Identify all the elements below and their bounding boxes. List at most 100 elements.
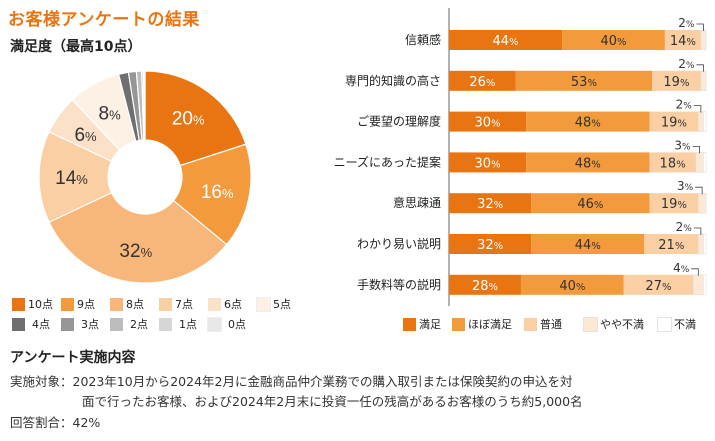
- bar-value-label-small: 4%: [673, 261, 690, 275]
- bar-value-label: 32%: [477, 238, 503, 253]
- legend-item-9点: 9点: [61, 296, 95, 312]
- legend-label: 8点: [126, 298, 144, 311]
- legend-item-6点: 6点: [208, 296, 242, 312]
- legend-swatch: [207, 316, 222, 332]
- bar-legend-item-不満: 不満: [657, 316, 696, 332]
- bar-segment-ほぼ満足: [526, 152, 650, 173]
- bar-value-label: 27%: [645, 279, 671, 294]
- legend-swatch: [61, 297, 74, 311]
- legend-swatch: [12, 317, 25, 331]
- legend-label: 9点: [77, 298, 95, 311]
- survey-target-line2: 面で行ったお客様、および2024年2月末に投資一任の残高があるお客様のうち約5,…: [82, 394, 583, 409]
- survey-info-title: アンケート実施内容: [10, 350, 136, 366]
- legend-item-1点: 1点: [159, 316, 197, 332]
- bar-category-label: ニーズにあった提案: [334, 154, 441, 169]
- page-title: お客様アンケートの結果: [8, 10, 200, 30]
- bar-segment-満足: [449, 70, 516, 91]
- legend-swatch: [256, 296, 271, 312]
- bar-leader-line: [696, 23, 704, 31]
- legend-swatch: [12, 297, 25, 311]
- legend-item-7点: 7点: [159, 296, 193, 312]
- bar-segment-不満: [703, 274, 707, 296]
- bar-segment-ほぼ満足: [520, 274, 624, 295]
- legend-label: やや不満: [600, 318, 644, 331]
- bar-category-label: 専門的知識の高さ: [345, 73, 441, 88]
- bar-leader-line: [693, 227, 702, 235]
- legend-item-3点: 3点: [61, 316, 99, 332]
- legend-label: 満足: [419, 318, 441, 331]
- legend-swatch: [583, 316, 598, 332]
- donut-slice-8点: [48, 191, 228, 284]
- bar-segment-やや不満: [692, 274, 704, 296]
- bar-leader-line: [695, 186, 703, 195]
- bar-category-label: 手数料等の説明: [357, 277, 441, 292]
- legend-item-10点: 10点: [12, 296, 53, 312]
- bar-value-label-small: 2%: [676, 98, 693, 112]
- legend-swatch: [159, 317, 172, 331]
- bar-value-label: 53%: [571, 75, 597, 90]
- legend-swatch: [208, 297, 221, 311]
- bar-value-label: 14%: [670, 34, 696, 49]
- bar-value-label-small: 3%: [677, 179, 694, 193]
- bar-segment-満足: [449, 234, 532, 254]
- legend-label: 4点: [32, 318, 50, 331]
- bar-value-label: 19%: [663, 75, 689, 90]
- bar-value-label: 21%: [658, 238, 684, 253]
- bar-value-label: 28%: [472, 279, 498, 294]
- bar-segment-満足: [449, 111, 527, 132]
- bar-legend-item-満足: 満足: [403, 316, 441, 332]
- bar-value-label: 30%: [475, 116, 501, 131]
- legend-item-0点: 0点: [207, 316, 246, 332]
- bar-value-label: 46%: [577, 197, 603, 212]
- legend-label: 6点: [224, 298, 242, 311]
- donut-value-label: 16%: [201, 182, 234, 203]
- donut-value-label: 6%: [74, 125, 97, 146]
- legend-item-5点: 5点: [256, 296, 291, 312]
- bar-legend-item-普通: 普通: [524, 316, 562, 332]
- bar-segment-不満: [703, 233, 707, 255]
- bar-segment-満足: [449, 30, 563, 50]
- bar-segment-普通: [649, 193, 699, 214]
- donut-value-label: 8%: [99, 104, 122, 125]
- bar-value-label: 26%: [469, 75, 495, 90]
- bar-segment-やや不満: [697, 192, 707, 214]
- legend-swatch: [403, 317, 416, 331]
- donut-slice-9点: [172, 143, 252, 246]
- bar-category-label: わかり易い説明: [357, 236, 441, 251]
- bar-leader-line: [696, 64, 704, 72]
- bar-segment-普通: [623, 274, 694, 295]
- legend-item-4点: 4点: [12, 316, 50, 332]
- legend-swatch: [110, 317, 123, 331]
- bar-legend-item-やや不満: やや不満: [583, 316, 644, 332]
- bar-segment-ほぼ満足: [531, 193, 650, 214]
- bar-segment-普通: [664, 30, 701, 50]
- bar-segment-普通: [652, 70, 701, 91]
- bar-segment-不満: [703, 152, 707, 173]
- bar-value-label: 19%: [661, 197, 687, 212]
- legend-label: 0点: [228, 318, 246, 331]
- bar-segment-ほぼ満足: [531, 234, 645, 254]
- bar-segment-ほぼ満足: [562, 30, 665, 50]
- bar-segment-やや不満: [700, 29, 707, 51]
- bar-segment-やや不満: [695, 152, 704, 173]
- bar-value-label: 19%: [661, 116, 687, 131]
- bar-value-label: 44%: [575, 238, 601, 253]
- legend-label: 普通: [540, 318, 562, 331]
- legend-swatch: [159, 297, 172, 311]
- legend-swatch: [110, 297, 123, 311]
- bar-value-label-small: 2%: [678, 16, 695, 30]
- legend-swatch: [61, 317, 74, 331]
- bar-legend-item-ほぼ満足: ほぼ満足: [452, 316, 512, 332]
- stacked-bar-chart: 信頼感 44% 40% 14% 2% 専門的知識の高さ 26% 53% 19% 2% ご要望の理解度…: [334, 8, 707, 306]
- donut-chart-title: 満足度（最高10点）: [10, 39, 142, 55]
- legend-label: ほぼ満足: [468, 318, 512, 331]
- legend-label: 1点: [179, 318, 197, 331]
- bar-leader-line: [692, 145, 700, 154]
- bar-value-label: 32%: [477, 197, 503, 212]
- bar-segment-やや不満: [697, 111, 704, 132]
- legend-label: 不満: [674, 318, 696, 331]
- bar-value-label-small: 2%: [678, 57, 695, 71]
- bar-value-label: 40%: [600, 34, 626, 49]
- bar-segment-やや不満: [700, 70, 707, 92]
- bar-category-label: 信頼感: [405, 32, 441, 47]
